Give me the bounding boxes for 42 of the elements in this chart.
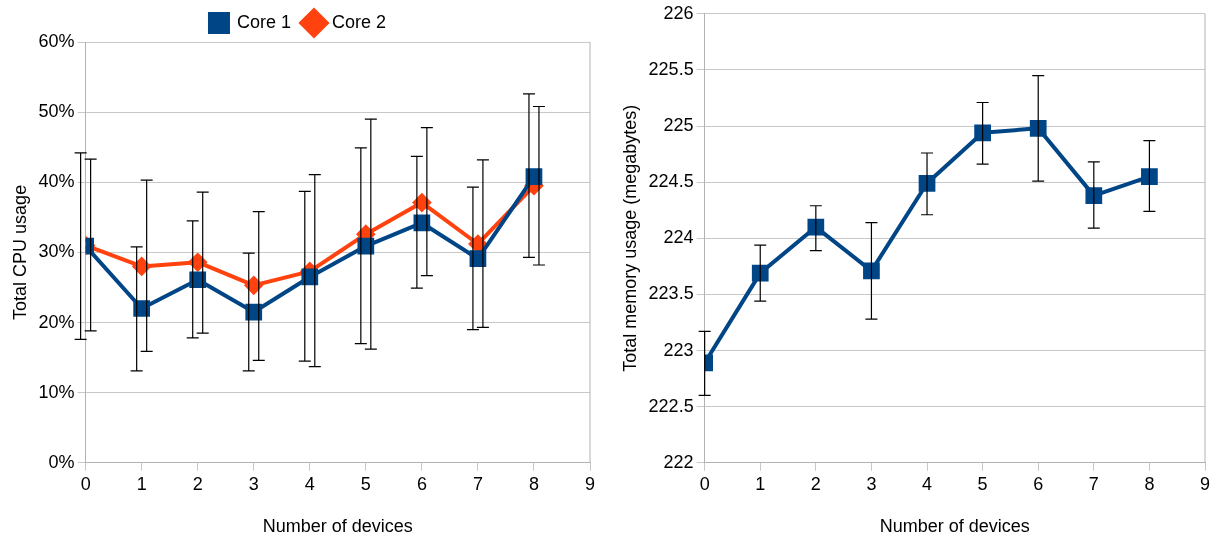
x-tick-label: 6 (1033, 473, 1044, 494)
x-tick-label: 5 (977, 473, 988, 494)
x-tick-label: 4 (922, 473, 933, 494)
x-tick-label: 3 (248, 473, 259, 494)
x-tick-label: 1 (755, 473, 766, 494)
y-tick-label: 30% (38, 241, 75, 262)
x-tick-label: 9 (584, 473, 596, 494)
y-tick-label: 224 (663, 227, 694, 248)
y-tick-label: 224.5 (648, 171, 694, 192)
x-tick-label: 0 (699, 473, 710, 494)
x-tick-label: 7 (472, 473, 483, 494)
x-tick-label: 3 (866, 473, 877, 494)
x-axis-title: Number of devices (879, 516, 1030, 537)
y-tick-label: 225.5 (648, 58, 694, 79)
x-tick-label: 0 (80, 473, 91, 494)
x-tick-label: 1 (136, 473, 147, 494)
x-tick-label: 4 (304, 473, 315, 494)
x-tick-label: 9 (1199, 473, 1211, 494)
x-tick-label: 2 (192, 473, 203, 494)
y-tick-label: 50% (38, 101, 75, 122)
y-tick-label: 60% (38, 30, 75, 51)
y-tick-label: 222 (663, 451, 694, 472)
legend-label: Core 1 (236, 11, 291, 32)
x-tick-label: 8 (1144, 473, 1155, 494)
x-tick-label: 6 (416, 473, 427, 494)
y-axis-title: Total CPU usage (9, 184, 30, 320)
y-tick-label: 223 (663, 339, 694, 360)
y-tick-label: 222.5 (648, 395, 694, 416)
y-tick-label: 20% (38, 311, 75, 332)
x-axis-title: Number of devices (262, 516, 413, 537)
legend-label: Core 2 (332, 11, 387, 32)
x-tick-label: 8 (528, 473, 539, 494)
x-tick-label: 7 (1088, 473, 1099, 494)
x-tick-label: 2 (810, 473, 821, 494)
y-tick-label: 0% (48, 451, 75, 472)
x-tick-label: 5 (360, 473, 371, 494)
y-tick-label: 226 (663, 2, 694, 23)
y-tick-label: 223.5 (648, 283, 694, 304)
y-tick-label: 10% (38, 381, 75, 402)
y-axis-title: Total memory usage (megabytes) (619, 104, 640, 372)
y-tick-label: 225 (663, 115, 694, 136)
y-tick-label: 40% (38, 171, 75, 192)
